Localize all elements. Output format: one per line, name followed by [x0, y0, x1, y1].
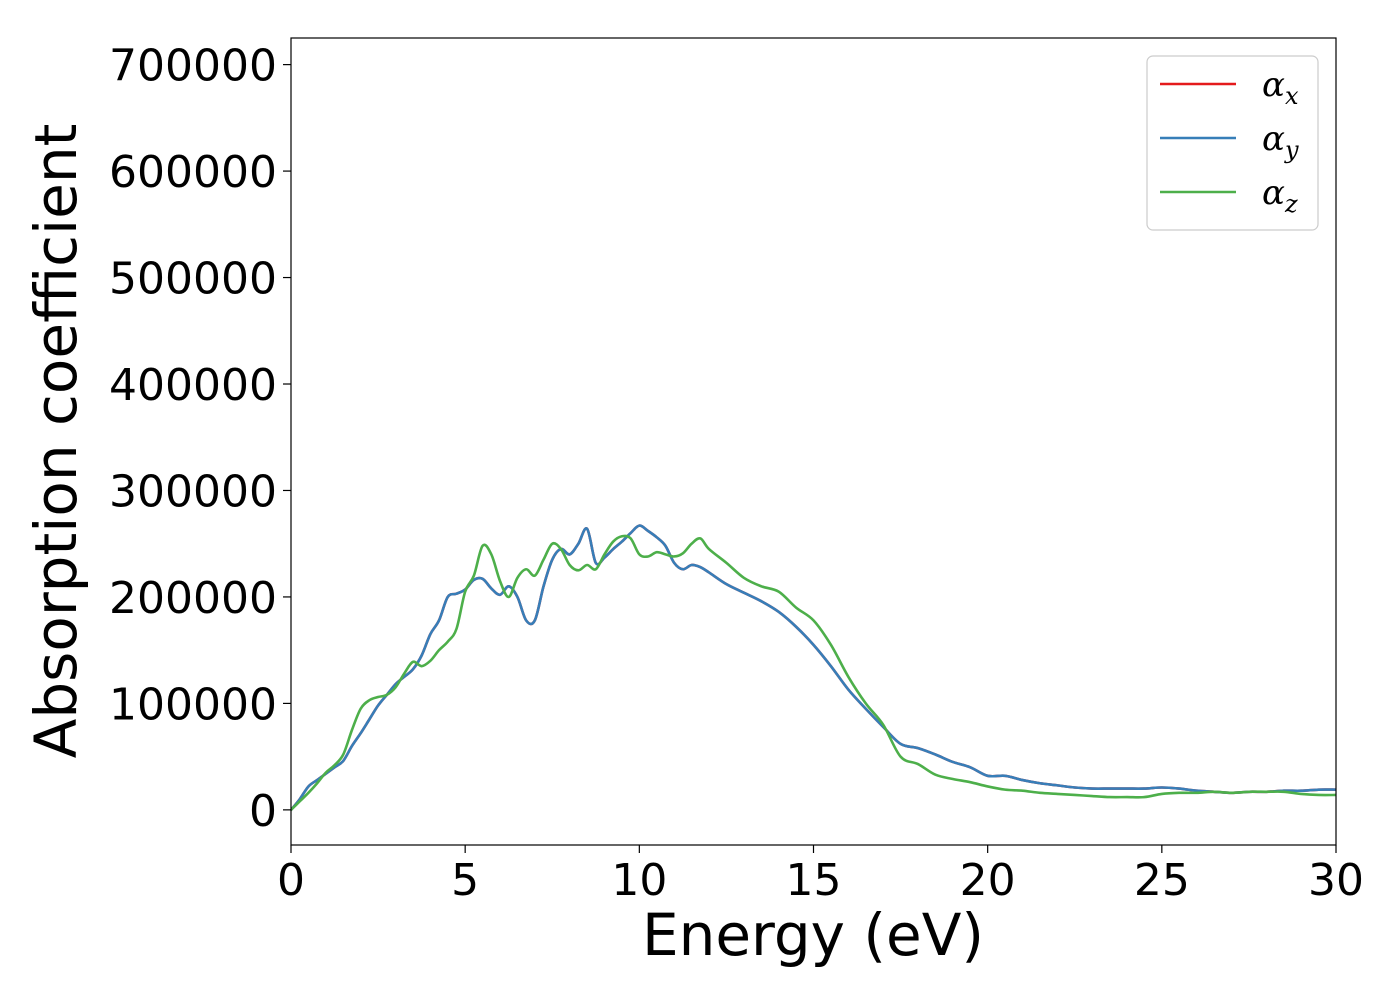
x-axis-label: Energy (eV) [642, 901, 984, 969]
legend-items: αx αy αz [1160, 65, 1299, 218]
plot-area [290, 37, 1337, 846]
x-tick-label: 0 [277, 855, 305, 906]
x-tick-label: 30 [1308, 855, 1364, 906]
y-tick-label: 400000 [109, 360, 277, 411]
legend-box [1146, 55, 1319, 231]
x-tick-label: 10 [611, 855, 667, 906]
x-tick-label: 15 [786, 855, 842, 906]
y-axis: 0 100000 200000 300000 400000 500000 600000 700… [109, 41, 291, 837]
y-tick-label: 700000 [109, 41, 277, 92]
y-tick-label: 200000 [109, 573, 277, 624]
legend: αx αy αz [1146, 55, 1319, 231]
x-tick-label: 5 [451, 855, 479, 906]
series-line-y [291, 524, 1336, 812]
legend-label-z: αz [1262, 173, 1298, 218]
y-tick-label: 300000 [109, 466, 277, 517]
y-axis-label: Absorption coefficient [22, 124, 90, 759]
y-tick-label: 0 [249, 786, 277, 837]
legend-label-y: αy [1262, 119, 1299, 164]
x-axis: 0 5 10 15 20 25 30 [277, 845, 1364, 906]
y-tick-label: 500000 [109, 254, 277, 305]
x-tick-label: 20 [960, 855, 1016, 906]
series-layer [291, 524, 1336, 812]
x-tick-label: 25 [1134, 855, 1190, 906]
legend-label-x: αx [1262, 65, 1299, 110]
y-tick-label: 600000 [109, 147, 277, 198]
series-line-z [291, 534, 1336, 812]
y-tick-label: 100000 [109, 679, 277, 730]
